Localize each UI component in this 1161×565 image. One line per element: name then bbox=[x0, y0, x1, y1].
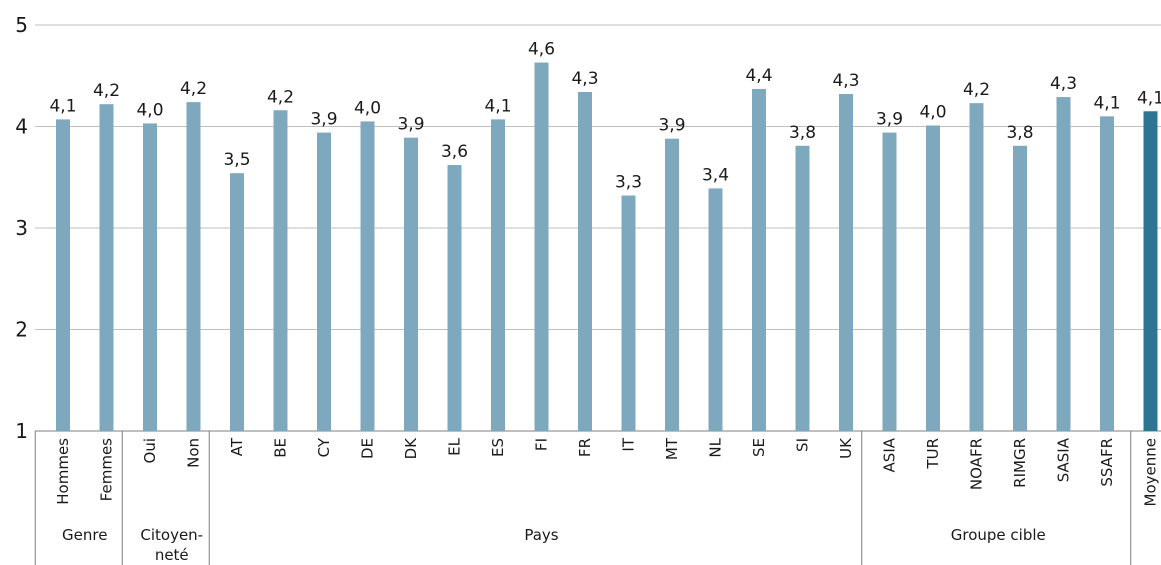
y-axis-ticks: 1 2 3 4 5 bbox=[15, 13, 28, 443]
y-tick-label: 1 bbox=[15, 419, 28, 443]
value-label: 3,6 bbox=[441, 142, 468, 162]
value-label: 4,4 bbox=[745, 66, 772, 86]
bar-cy bbox=[317, 132, 331, 431]
value-label: 4,2 bbox=[963, 80, 990, 100]
x-tick-label: NOAFR bbox=[968, 438, 986, 490]
x-tick-label: NL bbox=[707, 437, 725, 457]
bar-hommes bbox=[56, 119, 70, 432]
x-tick-label: Moyenne bbox=[1142, 438, 1160, 506]
x-tick-label: TUR bbox=[924, 438, 942, 470]
value-label: 3,9 bbox=[876, 110, 903, 130]
x-tick-label: SE bbox=[750, 438, 768, 457]
value-label: 4,0 bbox=[136, 100, 163, 120]
x-tick-label: EL bbox=[446, 437, 464, 455]
x-tick-label: MT bbox=[663, 437, 681, 460]
value-label: 3,9 bbox=[310, 110, 337, 130]
x-tick-label: SI bbox=[794, 438, 812, 452]
bar-be bbox=[273, 110, 288, 431]
x-tick-label: Femmes bbox=[98, 438, 116, 501]
x-tick-label: SSAFR bbox=[1098, 438, 1116, 487]
bar-tur bbox=[926, 125, 940, 432]
x-tick-label: IT bbox=[620, 437, 638, 451]
value-label: 4,0 bbox=[354, 98, 381, 118]
bar-oui bbox=[143, 123, 157, 431]
x-tick-label: Oui bbox=[141, 438, 159, 463]
x-tick-label: ASIA bbox=[881, 437, 899, 472]
value-label: 3,8 bbox=[789, 123, 816, 143]
x-tick-label: CY bbox=[315, 437, 333, 457]
value-label: 4,2 bbox=[180, 79, 207, 99]
value-label: 4,1 bbox=[49, 96, 76, 116]
bar-it bbox=[621, 195, 636, 431]
bar-es bbox=[491, 119, 505, 432]
bar-mt bbox=[665, 138, 679, 431]
bar-de bbox=[360, 121, 375, 432]
bar-dk bbox=[404, 137, 418, 432]
value-label: 4,0 bbox=[919, 102, 946, 122]
group-label: Pays bbox=[524, 526, 558, 544]
x-tick-label: DK bbox=[402, 437, 420, 460]
y-tick-label: 3 bbox=[15, 216, 28, 240]
x-tick-label: BE bbox=[272, 438, 290, 458]
bar-ssafr bbox=[1100, 116, 1114, 431]
bar-at bbox=[230, 173, 244, 431]
y-tick-label: 4 bbox=[15, 115, 28, 139]
group-label: Genre bbox=[62, 526, 107, 544]
bar-nl bbox=[708, 188, 723, 431]
bar-si bbox=[795, 145, 810, 431]
value-label: 4,3 bbox=[1050, 74, 1077, 94]
bars bbox=[56, 62, 1158, 432]
x-tick-label: FI bbox=[533, 438, 551, 451]
value-label: 4,2 bbox=[267, 87, 294, 107]
bar-se bbox=[752, 88, 766, 431]
value-label: 4,1 bbox=[484, 96, 511, 116]
bar-moyenne bbox=[1143, 111, 1158, 432]
value-label: 3,9 bbox=[397, 115, 424, 135]
y-tick-label: 2 bbox=[15, 318, 28, 342]
value-labels: 4,1 4,2 4,0 4,2 3,5 4,2 3,9 4,0 3,9 3,6 4,1 4,6 4,3 3… bbox=[49, 40, 1161, 193]
x-tick-label: DE bbox=[359, 438, 377, 459]
bar-fi bbox=[534, 62, 549, 432]
value-label: 3,5 bbox=[223, 150, 250, 170]
value-label: 3,8 bbox=[1006, 123, 1033, 143]
value-label: 4,1 bbox=[1137, 88, 1161, 108]
bar-asia bbox=[882, 132, 897, 431]
value-label: 4,6 bbox=[528, 40, 555, 60]
value-label: 4,2 bbox=[93, 81, 120, 101]
x-axis: Hommes Femmes Oui Non AT BE CY DE DK EL ES FI FR IT MT… bbox=[34, 431, 1160, 565]
group-label: Groupe cible bbox=[951, 526, 1046, 544]
x-tick-label: FR bbox=[576, 438, 594, 457]
y-tick-label: 5 bbox=[15, 13, 28, 37]
x-tick-label: AT bbox=[228, 437, 246, 456]
bar-sasia bbox=[1056, 97, 1071, 431]
x-tick-label: UK bbox=[837, 437, 855, 459]
bar-noafr bbox=[969, 103, 984, 431]
value-label: 3,3 bbox=[615, 173, 642, 193]
value-label: 4,3 bbox=[832, 71, 859, 91]
bar-fr bbox=[578, 91, 592, 432]
group-label: Citoyen- bbox=[140, 526, 203, 544]
x-tick-label: RIMGR bbox=[1011, 438, 1029, 488]
group-label: neté bbox=[155, 546, 189, 564]
x-tick-label: Hommes bbox=[54, 438, 72, 505]
bar-non bbox=[186, 102, 201, 431]
x-tick-label: Non bbox=[185, 438, 203, 468]
x-tick-label: SASIA bbox=[1055, 437, 1073, 482]
bar-el bbox=[447, 165, 462, 431]
x-tick-label: ES bbox=[489, 438, 507, 457]
bar-uk bbox=[839, 94, 853, 432]
value-label: 4,3 bbox=[571, 69, 598, 89]
value-label: 3,4 bbox=[702, 165, 729, 185]
bar-femmes bbox=[99, 104, 114, 432]
bar-rimgr bbox=[1013, 145, 1027, 431]
value-label: 3,9 bbox=[658, 116, 685, 136]
value-label: 4,1 bbox=[1093, 93, 1120, 113]
